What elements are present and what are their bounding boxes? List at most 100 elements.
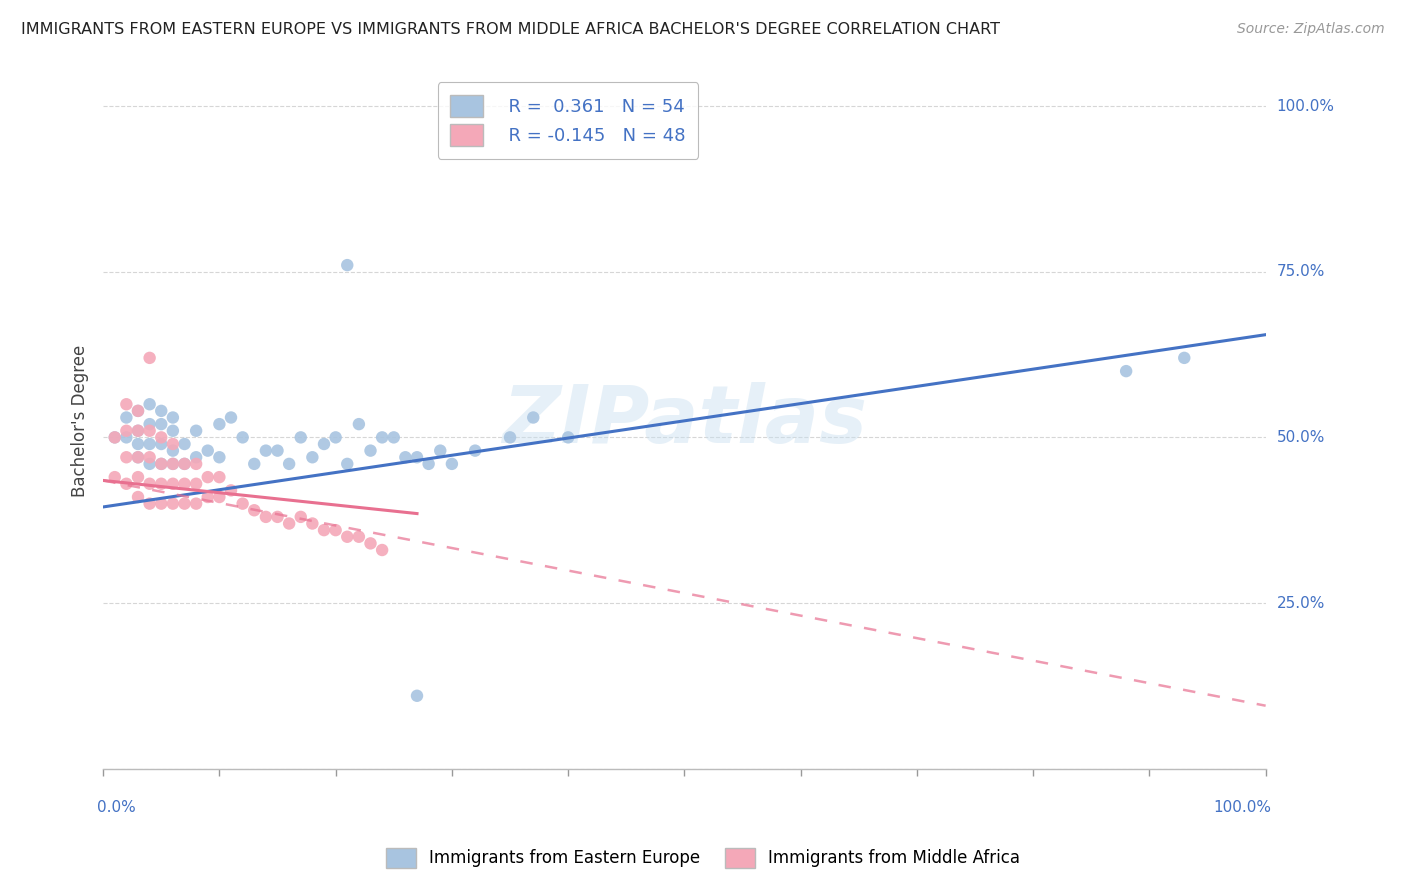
- Legend:   R =  0.361   N = 54,   R = -0.145   N = 48: R = 0.361 N = 54, R = -0.145 N = 48: [437, 82, 699, 159]
- Point: [219, 410, 242, 425]
- Point: [127, 450, 149, 465]
- Point: [150, 497, 173, 511]
- Point: [184, 424, 207, 438]
- Point: [115, 450, 138, 465]
- Point: [127, 437, 149, 451]
- Point: [127, 490, 149, 504]
- Point: [360, 536, 382, 550]
- Point: [162, 476, 184, 491]
- Text: 100.0%: 100.0%: [1213, 800, 1271, 815]
- Point: [347, 417, 370, 431]
- Text: IMMIGRANTS FROM EASTERN EUROPE VS IMMIGRANTS FROM MIDDLE AFRICA BACHELOR'S DEGRE: IMMIGRANTS FROM EASTERN EUROPE VS IMMIGR…: [21, 22, 1000, 37]
- Point: [243, 457, 266, 471]
- Point: [138, 417, 160, 431]
- Point: [232, 430, 254, 444]
- Point: [127, 424, 149, 438]
- Point: [254, 443, 277, 458]
- Point: [197, 490, 219, 504]
- Point: [173, 457, 195, 471]
- Point: [197, 443, 219, 458]
- Point: [336, 457, 359, 471]
- Text: 50.0%: 50.0%: [1277, 430, 1324, 445]
- Point: [232, 497, 254, 511]
- Y-axis label: Bachelor's Degree: Bachelor's Degree: [72, 344, 89, 497]
- Point: [127, 424, 149, 438]
- Point: [150, 417, 173, 431]
- Point: [150, 404, 173, 418]
- Point: [184, 476, 207, 491]
- Point: [104, 430, 127, 444]
- Point: [162, 457, 184, 471]
- Text: 25.0%: 25.0%: [1277, 596, 1324, 610]
- Point: [138, 397, 160, 411]
- Point: [162, 457, 184, 471]
- Point: [336, 258, 359, 272]
- Point: [208, 470, 231, 484]
- Point: [382, 430, 405, 444]
- Point: [150, 457, 173, 471]
- Point: [266, 443, 288, 458]
- Text: Source: ZipAtlas.com: Source: ZipAtlas.com: [1237, 22, 1385, 37]
- Point: [115, 397, 138, 411]
- Point: [278, 516, 301, 531]
- Point: [406, 689, 429, 703]
- Point: [150, 437, 173, 451]
- Point: [104, 430, 127, 444]
- Point: [127, 450, 149, 465]
- Point: [115, 476, 138, 491]
- Point: [360, 443, 382, 458]
- Point: [173, 476, 195, 491]
- Point: [499, 430, 522, 444]
- Point: [406, 450, 429, 465]
- Point: [208, 417, 231, 431]
- Point: [138, 476, 160, 491]
- Point: [150, 430, 173, 444]
- Point: [162, 424, 184, 438]
- Point: [162, 443, 184, 458]
- Point: [219, 483, 242, 498]
- Legend: Immigrants from Eastern Europe, Immigrants from Middle Africa: Immigrants from Eastern Europe, Immigran…: [380, 841, 1026, 875]
- Point: [184, 497, 207, 511]
- Point: [162, 497, 184, 511]
- Point: [138, 497, 160, 511]
- Point: [347, 530, 370, 544]
- Point: [312, 523, 335, 537]
- Point: [162, 437, 184, 451]
- Text: 75.0%: 75.0%: [1277, 264, 1324, 279]
- Point: [266, 509, 288, 524]
- Point: [184, 450, 207, 465]
- Point: [150, 457, 173, 471]
- Point: [325, 523, 347, 537]
- Point: [290, 430, 312, 444]
- Point: [208, 450, 231, 465]
- Point: [418, 457, 440, 471]
- Text: 100.0%: 100.0%: [1277, 99, 1334, 113]
- Point: [115, 410, 138, 425]
- Point: [312, 437, 335, 451]
- Point: [138, 457, 160, 471]
- Point: [127, 404, 149, 418]
- Point: [208, 490, 231, 504]
- Point: [243, 503, 266, 517]
- Point: [173, 457, 195, 471]
- Point: [254, 509, 277, 524]
- Point: [138, 437, 160, 451]
- Point: [150, 476, 173, 491]
- Point: [104, 470, 127, 484]
- Point: [173, 437, 195, 451]
- Point: [371, 430, 394, 444]
- Point: [301, 450, 323, 465]
- Point: [173, 497, 195, 511]
- Point: [371, 543, 394, 558]
- Point: [162, 410, 184, 425]
- Point: [138, 351, 160, 365]
- Point: [184, 457, 207, 471]
- Point: [278, 457, 301, 471]
- Point: [522, 410, 544, 425]
- Point: [440, 457, 463, 471]
- Point: [115, 430, 138, 444]
- Point: [394, 450, 416, 465]
- Text: ZIPatlas: ZIPatlas: [502, 382, 868, 459]
- Point: [290, 509, 312, 524]
- Point: [429, 443, 451, 458]
